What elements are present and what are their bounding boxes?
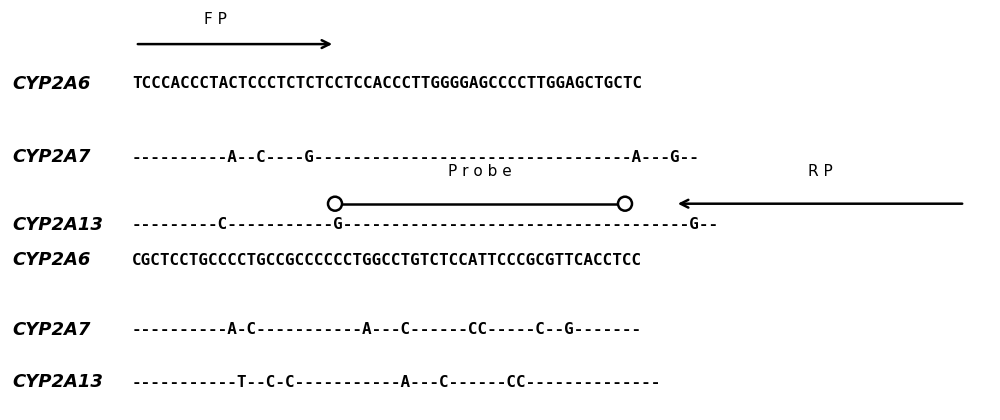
Text: CYP2A7: CYP2A7: [12, 149, 90, 166]
Text: CYP2A7: CYP2A7: [12, 321, 90, 339]
Ellipse shape: [328, 197, 342, 211]
Text: CYP2A6: CYP2A6: [12, 75, 90, 93]
Text: ----------A-C-----------A---C------CC-----C--G-------: ----------A-C-----------A---C------CC---…: [132, 322, 642, 337]
Text: CGCTCCTGCCCCTGCCGCCCCCCTGGCCTGTCTCCATTCCCGCGTTCACCTCC: CGCTCCTGCCCCTGCCGCCCCCCTGGCCTGTCTCCATTCC…: [132, 253, 642, 268]
Text: ----------A--C----G---------------------------------A---G--: ----------A--C----G---------------------…: [132, 150, 700, 165]
Text: CYP2A13: CYP2A13: [12, 216, 103, 234]
Ellipse shape: [618, 197, 632, 211]
Text: -----------T--C-C-----------A---C------CC--------------: -----------T--C-C-----------A---C------C…: [132, 375, 661, 390]
Text: CYP2A6: CYP2A6: [12, 252, 90, 269]
Text: CYP2A13: CYP2A13: [12, 373, 103, 391]
Text: R P: R P: [808, 163, 832, 178]
Text: TCCCACCCTACTCCCTCTCTCCTCCACCCTTGGGGAGCCCCTTGGAGCTGCTC: TCCCACCCTACTCCCTCTCTCCTCCACCCTTGGGGAGCCC…: [132, 76, 642, 92]
Text: ---------C-----------G------------------------------------G--: ---------C-----------G------------------…: [132, 217, 719, 232]
Text: P r o b e: P r o b e: [448, 163, 512, 178]
Text: F P: F P: [204, 12, 226, 27]
